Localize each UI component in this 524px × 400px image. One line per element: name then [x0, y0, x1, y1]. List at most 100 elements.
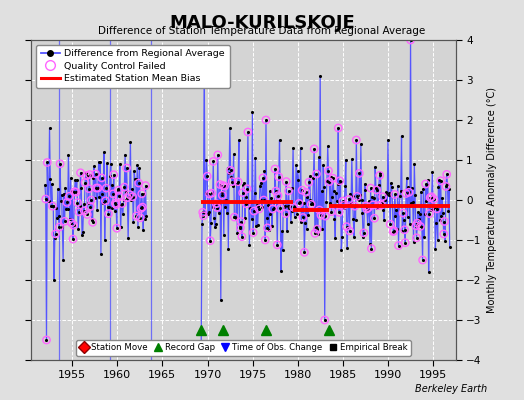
- Point: [428, 194, 436, 200]
- Point: [60, 218, 69, 224]
- Point: [84, 200, 92, 206]
- Point: [257, 197, 266, 204]
- Point: [325, 178, 333, 185]
- Point: [106, 161, 115, 167]
- Point: [104, 210, 113, 217]
- Point: [300, 249, 309, 256]
- Point: [259, 175, 267, 181]
- Point: [78, 232, 86, 238]
- Point: [203, 173, 211, 180]
- Point: [242, 194, 250, 200]
- Point: [400, 226, 409, 233]
- Point: [425, 210, 433, 217]
- Point: [350, 234, 358, 240]
- Point: [346, 190, 355, 197]
- Point: [411, 192, 419, 199]
- Point: [212, 200, 221, 207]
- Point: [444, 208, 452, 214]
- Point: [369, 194, 378, 201]
- Point: [112, 202, 120, 208]
- Point: [357, 197, 366, 204]
- Point: [204, 210, 212, 217]
- Point: [253, 201, 261, 208]
- Point: [329, 175, 337, 182]
- Point: [124, 235, 133, 242]
- Point: [383, 189, 391, 196]
- Point: [417, 188, 425, 195]
- Point: [299, 214, 307, 221]
- Point: [318, 226, 326, 232]
- Point: [383, 202, 391, 209]
- Point: [69, 236, 77, 242]
- Point: [428, 194, 436, 200]
- Point: [298, 187, 307, 194]
- Point: [335, 178, 344, 184]
- Point: [80, 208, 89, 214]
- Point: [395, 242, 403, 249]
- Point: [245, 199, 253, 205]
- Point: [282, 178, 290, 185]
- Point: [105, 204, 113, 210]
- Point: [348, 192, 357, 199]
- Point: [412, 235, 421, 241]
- Point: [354, 196, 363, 203]
- Point: [440, 218, 449, 225]
- Point: [102, 185, 111, 191]
- Point: [347, 156, 356, 162]
- Point: [442, 183, 450, 190]
- Point: [395, 242, 403, 249]
- Point: [384, 137, 392, 143]
- Point: [286, 203, 294, 209]
- Point: [238, 190, 247, 196]
- Point: [202, 156, 211, 163]
- Point: [332, 190, 340, 196]
- Point: [388, 184, 396, 190]
- Point: [242, 201, 250, 207]
- Point: [419, 186, 428, 192]
- Point: [90, 163, 99, 169]
- Point: [386, 221, 395, 228]
- Point: [238, 234, 246, 240]
- Point: [258, 203, 266, 210]
- Point: [263, 225, 271, 231]
- Point: [297, 145, 305, 151]
- Point: [290, 204, 298, 211]
- Point: [241, 214, 249, 221]
- Point: [238, 190, 247, 196]
- Point: [275, 174, 283, 180]
- Point: [433, 237, 442, 243]
- Point: [212, 200, 221, 207]
- Point: [304, 179, 313, 186]
- Point: [294, 176, 302, 183]
- Point: [259, 197, 268, 203]
- Point: [81, 179, 89, 186]
- Point: [52, 205, 60, 212]
- Point: [201, 210, 209, 216]
- Point: [133, 162, 141, 168]
- Point: [89, 219, 97, 226]
- Point: [302, 189, 310, 196]
- Point: [426, 194, 434, 201]
- Point: [322, 198, 331, 205]
- Point: [235, 137, 243, 143]
- Point: [236, 224, 245, 231]
- Point: [67, 220, 75, 226]
- Point: [271, 166, 279, 172]
- Point: [85, 171, 94, 178]
- Point: [101, 198, 110, 204]
- Point: [376, 172, 384, 178]
- Point: [370, 215, 379, 222]
- Point: [128, 186, 136, 192]
- Point: [372, 185, 380, 192]
- Point: [43, 159, 51, 166]
- Point: [345, 228, 354, 234]
- Point: [297, 219, 305, 225]
- Point: [109, 191, 117, 197]
- Point: [323, 178, 331, 184]
- Point: [342, 224, 351, 230]
- Point: [115, 193, 123, 199]
- Point: [113, 186, 122, 193]
- Point: [233, 229, 242, 236]
- Point: [414, 208, 422, 215]
- Point: [320, 184, 328, 191]
